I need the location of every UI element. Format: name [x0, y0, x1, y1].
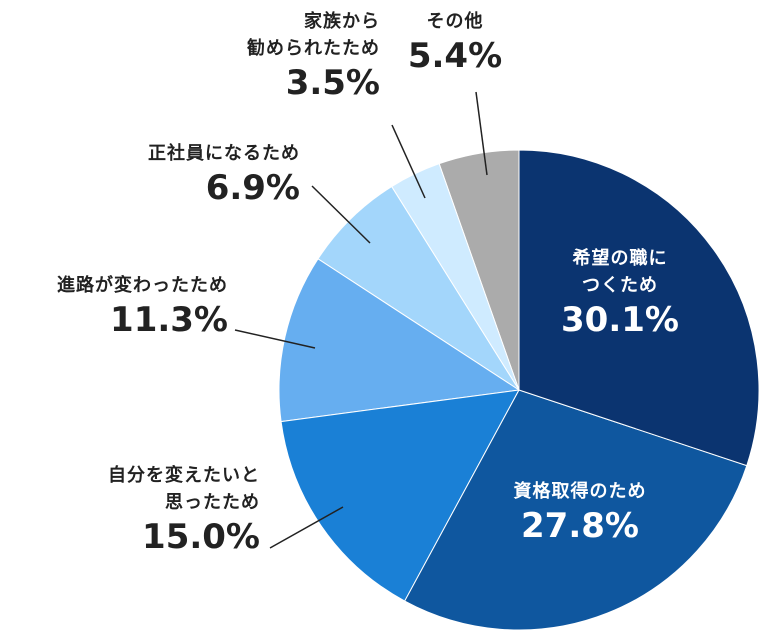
category-label: 自分を変えたいと 思ったため	[108, 465, 260, 513]
leader-line	[234, 329, 316, 349]
leader-line	[475, 91, 488, 176]
leader-lines	[234, 91, 488, 549]
slice-label: その他 5.4%	[380, 8, 530, 77]
value-label: 5.4%	[407, 36, 503, 76]
slice-label: 資格取得のため 27.8%	[480, 478, 680, 547]
slice-label: 正社員になるため 6.9%	[40, 140, 300, 209]
value-label: 27.8%	[521, 506, 639, 546]
value-label: 6.9%	[205, 168, 300, 208]
category-label: その他	[426, 11, 484, 32]
pie-slice	[518, 149, 760, 467]
category-label: 家族から 勧められたため	[247, 11, 380, 59]
slice-label: 家族から 勧められたため 3.5%	[140, 8, 380, 104]
value-label: 15.0%	[142, 517, 260, 557]
slice-label: 希望の職に つくため 30.1%	[520, 245, 720, 341]
value-label: 30.1%	[561, 300, 679, 340]
slice-label: 進路が変わったため 11.3%	[0, 272, 228, 341]
leader-line	[269, 506, 344, 549]
value-label: 3.5%	[285, 63, 380, 103]
value-label: 11.3%	[110, 300, 228, 340]
pie-slice	[404, 389, 748, 630]
category-label: 進路が変わったため	[57, 275, 228, 296]
pie-slice	[278, 258, 521, 423]
category-label: 正社員になるため	[148, 143, 300, 164]
category-label: 希望の職に つくため	[572, 248, 668, 296]
pie-slice	[317, 185, 520, 391]
pie-slice	[280, 389, 520, 602]
leader-line	[391, 124, 426, 199]
leader-line	[311, 185, 371, 244]
slice-label: 自分を変えたいと 思ったため 15.0%	[20, 462, 260, 558]
category-label: 資格取得のため	[513, 481, 647, 502]
